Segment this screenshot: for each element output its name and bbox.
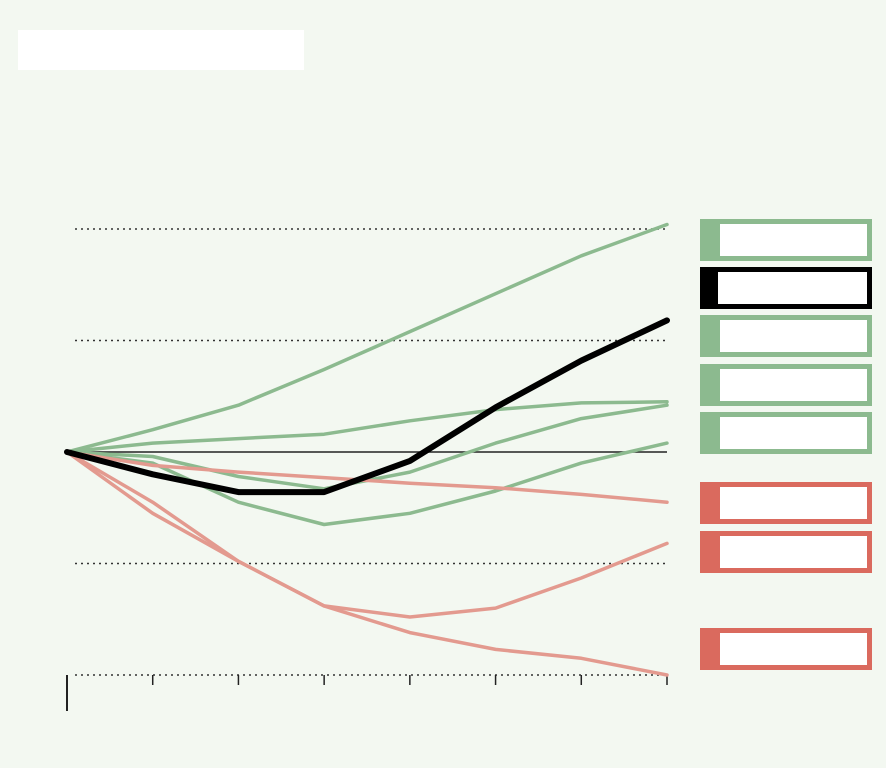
- chart-title: [18, 30, 304, 70]
- series-line: [64, 317, 670, 496]
- series-label-text: [718, 272, 867, 284]
- series-label-text: [720, 536, 867, 548]
- series-line: [65, 400, 669, 454]
- series-label: [700, 531, 872, 573]
- series-label: [700, 315, 872, 357]
- grid-lines: [67, 228, 667, 676]
- series-label-text: [720, 369, 867, 381]
- series-label-text: [720, 417, 867, 429]
- series-label: [700, 364, 872, 406]
- series-label: [700, 412, 872, 454]
- series-line: [65, 441, 669, 527]
- series-label-text: [720, 487, 867, 499]
- series-lines: [64, 222, 670, 677]
- series-line: [65, 450, 669, 504]
- series-label: [700, 267, 872, 309]
- series-label-text: [720, 320, 867, 332]
- chart-header: [18, 30, 858, 89]
- series-label-text: [720, 633, 867, 645]
- series-line: [65, 222, 669, 454]
- series-label: [700, 219, 872, 261]
- x-axis: [66, 675, 668, 711]
- series-label: [700, 482, 872, 524]
- series-line: [65, 450, 669, 677]
- series-label-text: [720, 224, 867, 236]
- series-line: [65, 450, 669, 619]
- series-label: [700, 628, 872, 670]
